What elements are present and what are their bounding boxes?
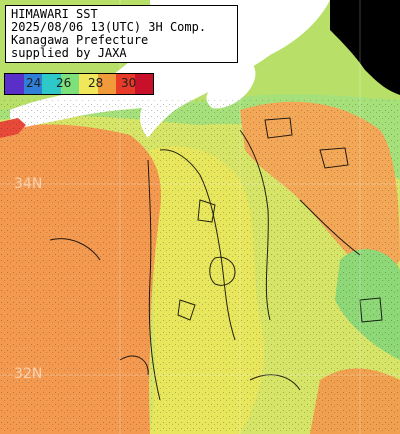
legend-label-28: 28 xyxy=(88,76,104,90)
info-box: HIMAWARI SST 2025/08/06 13(UTC) 3H Comp.… xyxy=(5,5,238,63)
speckle-overlay xyxy=(0,100,400,434)
legend-swatch-7 xyxy=(134,74,153,94)
lat-label-32n: 32N xyxy=(14,366,43,382)
info-line-region: Kanagawa Prefecture xyxy=(11,33,149,47)
info-line-source: supplied by JAXA xyxy=(11,46,127,60)
land-peninsula xyxy=(206,62,256,109)
legend-swatch-6 xyxy=(116,74,135,94)
legend-label-24: 24 xyxy=(26,76,42,90)
legend-swatch-5 xyxy=(97,74,116,94)
info-line-date: 2025/08/06 13(UTC) 3H Comp. xyxy=(11,20,207,34)
legend-swatch-4 xyxy=(79,74,98,94)
lat-label-34n: 34N xyxy=(14,176,43,192)
legend-label-26: 26 xyxy=(56,76,72,90)
color-legend xyxy=(4,73,154,95)
legend-swatch-1 xyxy=(23,74,42,94)
legend-swatch-3 xyxy=(60,74,79,94)
legend-swatch-0 xyxy=(5,74,24,94)
no-data-region xyxy=(330,0,400,95)
info-line-title: HIMAWARI SST xyxy=(11,7,98,21)
legend-label-30: 30 xyxy=(121,76,137,90)
legend-labels: 24 26 28 30 xyxy=(4,73,154,95)
legend-swatch-2 xyxy=(42,74,61,94)
